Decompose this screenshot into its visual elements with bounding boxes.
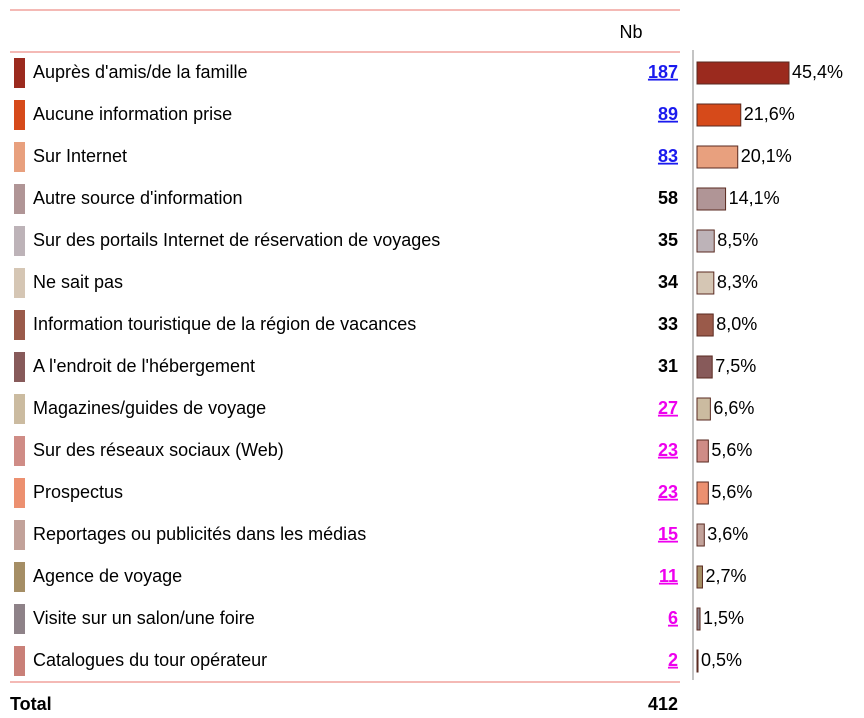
color-swatch	[14, 604, 25, 634]
category-label: Aucune information prise	[33, 104, 232, 124]
count[interactable]: 89	[658, 104, 678, 124]
value-label: 14,1%	[729, 188, 780, 208]
category-label: Prospectus	[33, 482, 123, 502]
value-label: 45,4%	[792, 62, 843, 82]
color-swatch	[14, 226, 25, 256]
color-swatch	[14, 310, 25, 340]
bar	[696, 481, 709, 505]
color-swatch	[14, 520, 25, 550]
count: 35	[658, 230, 678, 250]
value-label: 21,6%	[744, 104, 795, 124]
count: 34	[658, 272, 678, 292]
value-label: 6,6%	[713, 398, 754, 418]
category-label: Sur Internet	[33, 146, 127, 166]
bar	[696, 565, 703, 589]
color-swatch	[14, 646, 25, 676]
color-swatch	[14, 268, 25, 298]
color-swatch	[14, 394, 25, 424]
color-swatch	[14, 184, 25, 214]
value-label: 8,5%	[717, 230, 758, 250]
bar	[696, 607, 701, 631]
bar	[696, 103, 742, 127]
count[interactable]: 23	[658, 482, 678, 502]
value-label: 1,5%	[703, 608, 744, 628]
category-label: Reportages ou publicités dans les médias	[33, 524, 366, 544]
color-swatch	[14, 100, 25, 130]
bar	[696, 145, 739, 169]
category-label: Agence de voyage	[33, 566, 182, 586]
count[interactable]: 11	[659, 566, 678, 586]
color-swatch	[14, 436, 25, 466]
bar	[696, 271, 715, 295]
category-label: A l'endroit de l'hébergement	[33, 356, 255, 376]
count[interactable]: 27	[658, 398, 678, 418]
count: 31	[658, 356, 678, 376]
color-swatch	[14, 478, 25, 508]
category-label: Ne sait pas	[33, 272, 123, 292]
category-label: Information touristique de la région de …	[33, 314, 416, 334]
category-label: Visite sur un salon/une foire	[33, 608, 255, 628]
bar	[696, 397, 711, 421]
value-label: 2,7%	[705, 566, 746, 586]
color-swatch	[14, 562, 25, 592]
bar	[696, 523, 705, 547]
total-count: 412	[648, 694, 678, 714]
bar	[696, 187, 727, 211]
count[interactable]: 2	[668, 650, 678, 670]
bar	[696, 439, 709, 463]
color-swatch	[14, 142, 25, 172]
total-label: Total	[10, 694, 52, 714]
category-label: Sur des réseaux sociaux (Web)	[33, 440, 284, 460]
count[interactable]: 83	[658, 146, 678, 166]
bar	[696, 229, 715, 253]
count: 33	[658, 314, 678, 334]
count[interactable]: 15	[658, 524, 678, 544]
value-label: 8,0%	[716, 314, 757, 334]
color-swatch	[14, 352, 25, 382]
bar	[696, 355, 713, 379]
value-label: 5,6%	[711, 482, 752, 502]
category-label: Sur des portails Internet de réservation…	[33, 230, 440, 250]
category-label: Catalogues du tour opérateur	[33, 650, 267, 670]
bar	[696, 61, 790, 85]
value-label: 5,6%	[711, 440, 752, 460]
value-label: 3,6%	[707, 524, 748, 544]
count[interactable]: 187	[648, 62, 678, 82]
count: 58	[658, 188, 678, 208]
count[interactable]: 23	[658, 440, 678, 460]
value-label: 0,5%	[701, 650, 742, 670]
category-label: Auprès d'amis/de la famille	[33, 62, 248, 82]
value-label: 8,3%	[717, 272, 758, 292]
count[interactable]: 6	[668, 608, 678, 628]
color-swatch	[14, 58, 25, 88]
bar	[696, 313, 714, 337]
category-label: Autre source d'information	[33, 188, 243, 208]
category-label: Magazines/guides de voyage	[33, 398, 266, 418]
value-label: 7,5%	[715, 356, 756, 376]
column-header: Nb	[619, 22, 642, 42]
bar	[696, 649, 699, 673]
value-label: 20,1%	[741, 146, 792, 166]
